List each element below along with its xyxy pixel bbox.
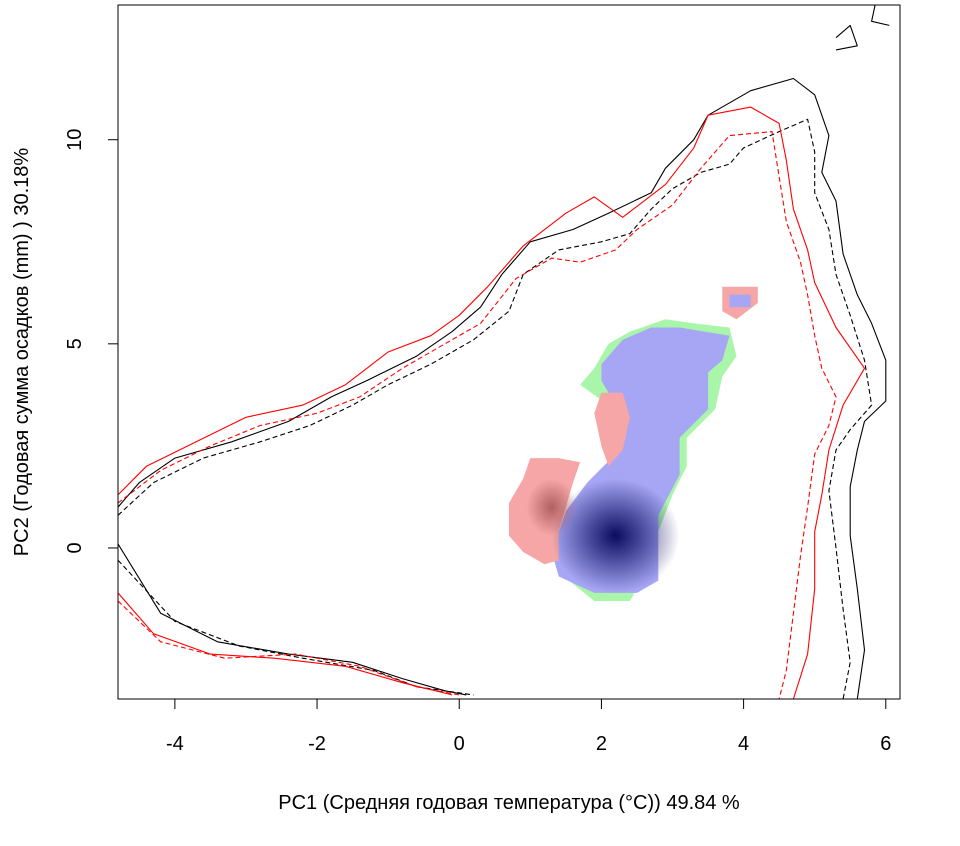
x-axis: -4 -2 0 2 4 6 xyxy=(166,698,891,755)
y-tick-label-2: 10 xyxy=(64,129,86,151)
contour-line-8 xyxy=(835,24,858,51)
plot-frame xyxy=(117,4,901,700)
contour-line-5 xyxy=(118,559,474,696)
y-axis-title: PC2 (Годовая сумма осадков (mm) ) 30.18% xyxy=(11,148,33,557)
x-tick-label-4: 4 xyxy=(738,733,749,755)
contour-line-2 xyxy=(118,106,866,699)
x-tick-label-5: 6 xyxy=(880,733,891,755)
x-axis-title: PC1 (Средняя годовая температура (°C)) 4… xyxy=(278,792,740,814)
x-tick-label-0: -4 xyxy=(166,733,184,755)
contour-line-0 xyxy=(118,77,887,699)
contour-line-1 xyxy=(118,118,873,699)
density-hotspot-1 xyxy=(526,478,577,536)
x-tick-label-3: 2 xyxy=(596,733,607,755)
density-hotspot-0 xyxy=(551,478,680,593)
density-region-5 xyxy=(729,294,751,308)
contour-lines xyxy=(118,5,890,699)
contour-line-9 xyxy=(871,5,890,26)
y-axis: 0 5 10 xyxy=(64,129,119,554)
x-tick-label-1: -2 xyxy=(308,733,326,755)
contour-line-4 xyxy=(118,543,467,696)
contour-line-3 xyxy=(118,131,837,699)
x-tick-label-2: 0 xyxy=(454,733,465,755)
density-region-3 xyxy=(594,392,630,467)
contour-line-6 xyxy=(118,592,453,696)
density-hotspots xyxy=(526,478,680,593)
y-tick-label-0: 0 xyxy=(64,542,86,553)
contour-line-7 xyxy=(118,600,460,696)
y-tick-label-1: 5 xyxy=(64,338,86,349)
